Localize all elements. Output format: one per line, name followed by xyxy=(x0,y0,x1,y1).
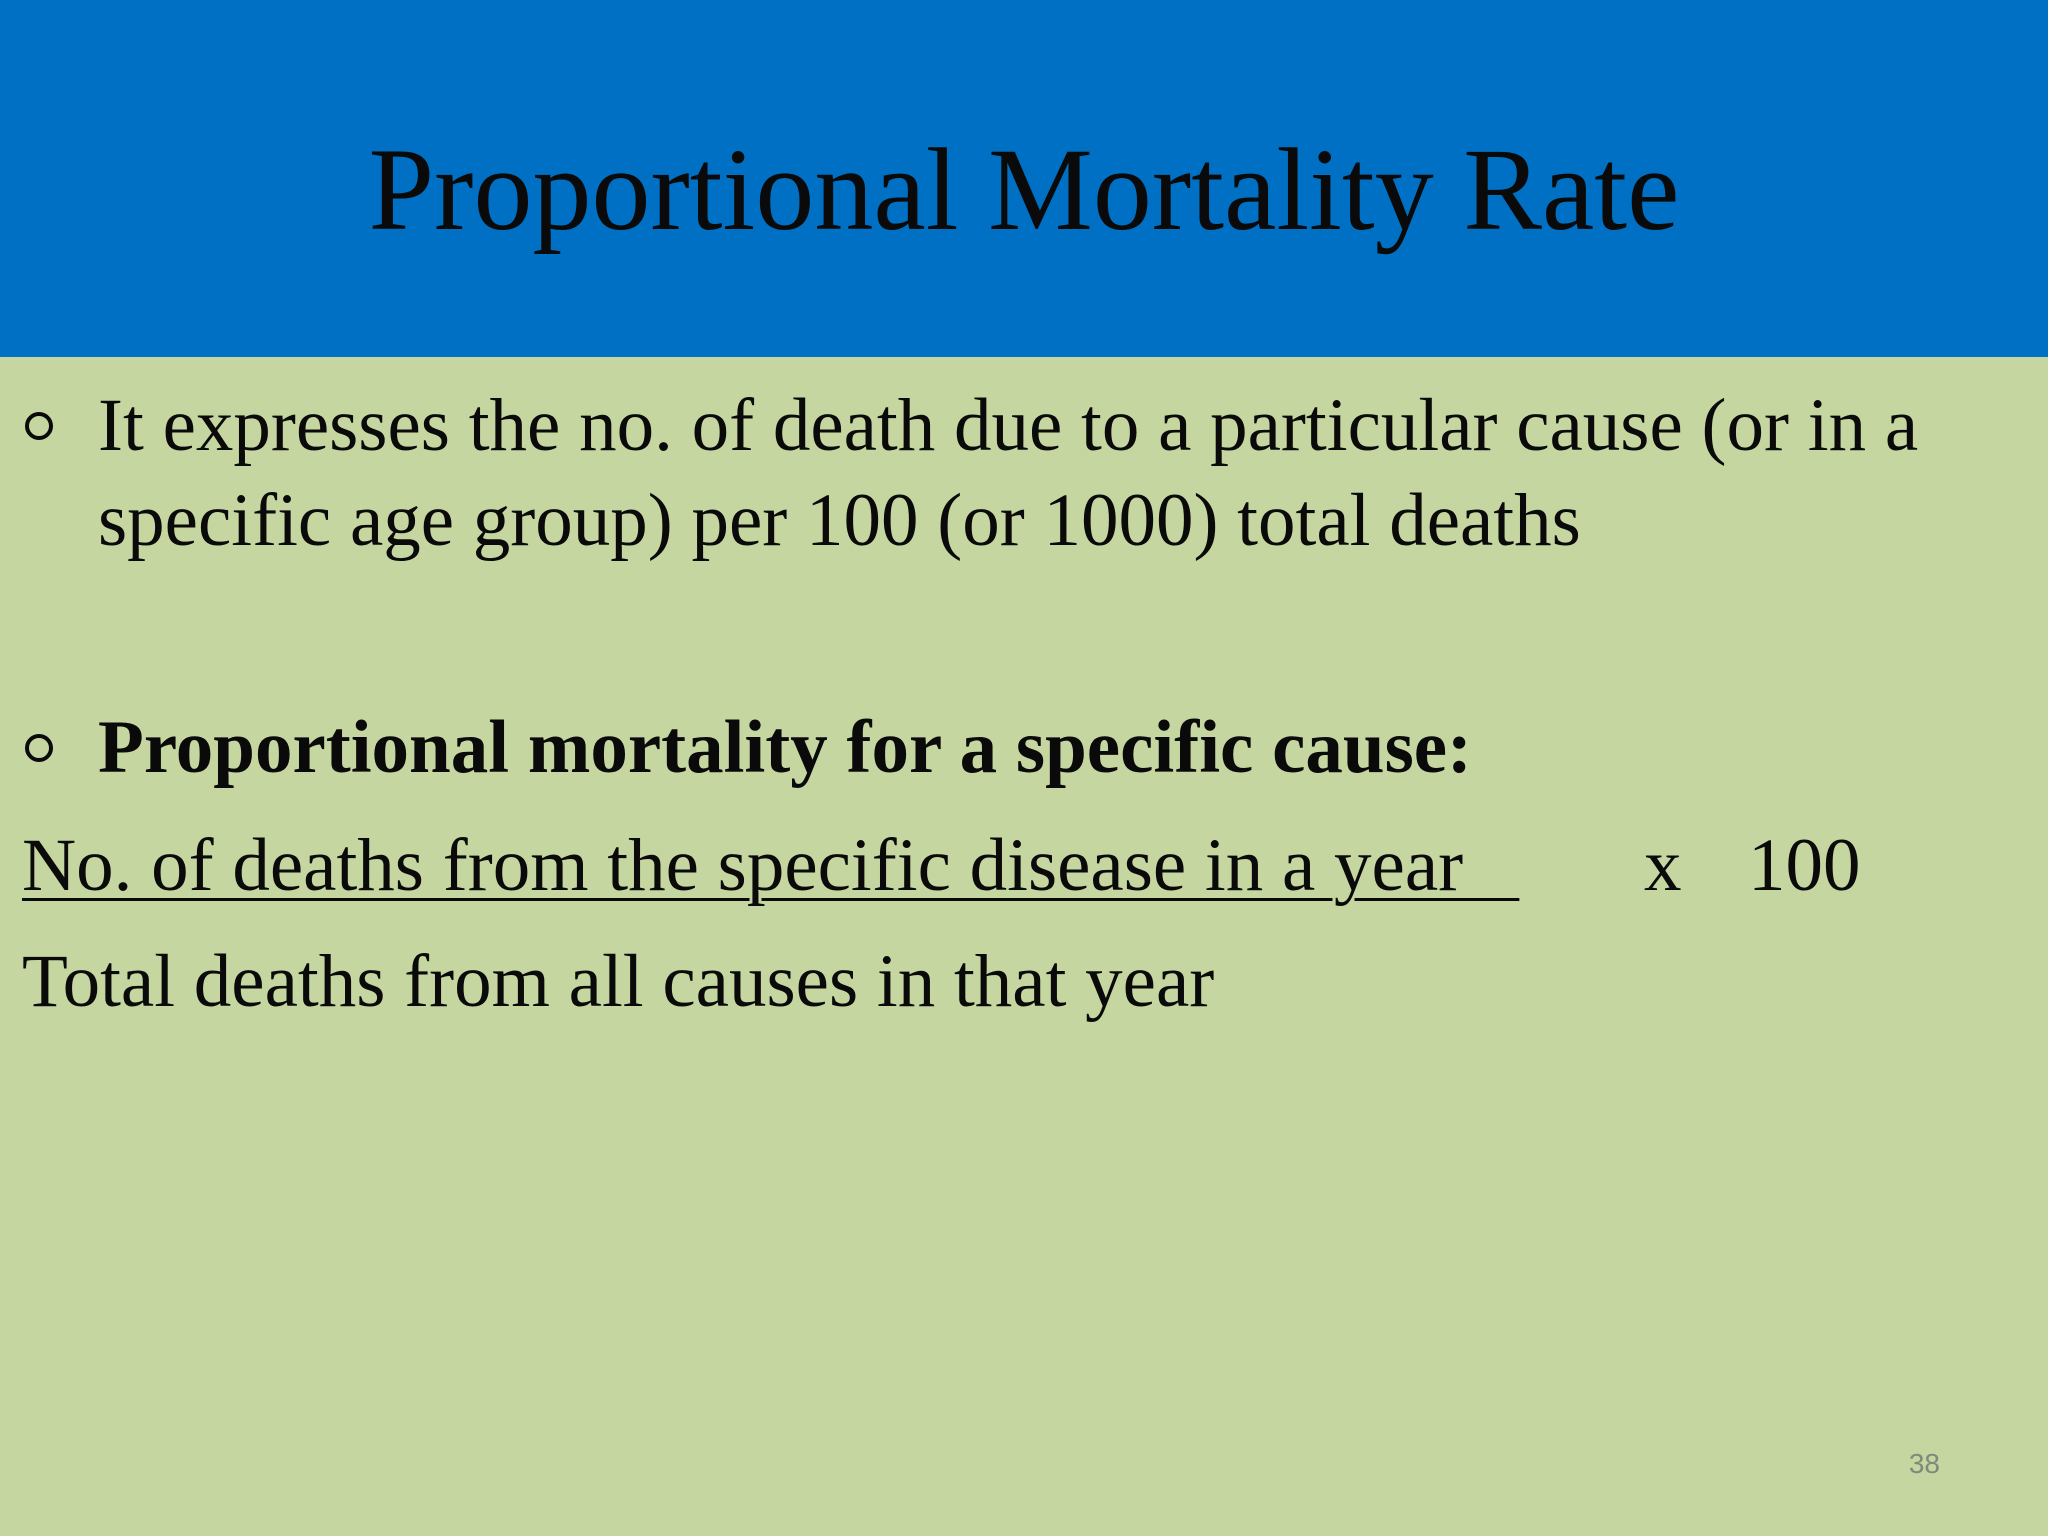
hollow-circle-bullet-icon xyxy=(22,378,58,473)
formula-denominator: Total deaths from all causes in that yea… xyxy=(22,940,1215,1023)
title-band: Proportional Mortality Rate xyxy=(0,0,2048,357)
bullet-text: Proportional mortality for a specific ca… xyxy=(98,706,1473,789)
page-number: 38 xyxy=(1908,1448,1940,1479)
formula-operator: x xyxy=(1644,824,1682,907)
slide-title: Proportional Mortality Rate xyxy=(368,124,1680,255)
formula-numerator: No. of deaths from the specific disease … xyxy=(22,824,1520,907)
bullet-text: It expresses the no. of death due to a p… xyxy=(98,384,1919,562)
hollow-circle-bullet-icon xyxy=(22,700,58,795)
formula-multiplier: 100 xyxy=(1748,824,1861,907)
